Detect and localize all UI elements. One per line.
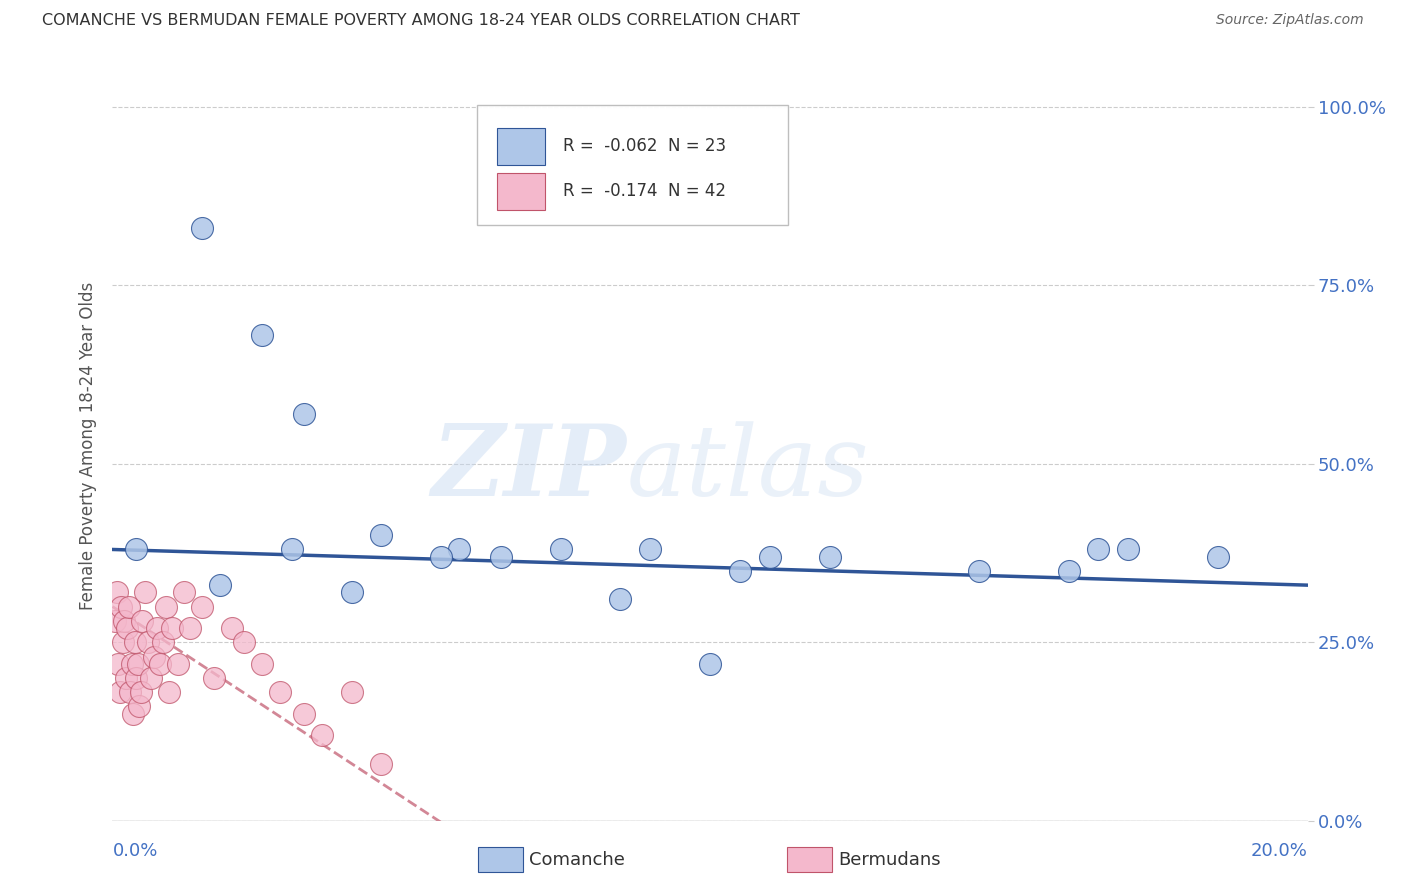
Point bbox=[124, 635, 146, 649]
Point bbox=[125, 542, 148, 557]
Point bbox=[179, 621, 201, 635]
Point bbox=[233, 635, 256, 649]
Text: Bermudans: Bermudans bbox=[838, 851, 941, 869]
Point bbox=[640, 542, 662, 557]
Text: Comanche: Comanche bbox=[529, 851, 624, 869]
Point bbox=[609, 592, 631, 607]
Text: atlas: atlas bbox=[627, 421, 869, 516]
Point bbox=[110, 599, 132, 614]
Point bbox=[311, 728, 333, 742]
FancyBboxPatch shape bbox=[477, 105, 787, 225]
Point bbox=[202, 671, 225, 685]
Point bbox=[127, 657, 149, 671]
Point bbox=[1057, 564, 1080, 578]
Text: COMANCHE VS BERMUDAN FEMALE POVERTY AMONG 18-24 YEAR OLDS CORRELATION CHART: COMANCHE VS BERMUDAN FEMALE POVERTY AMON… bbox=[42, 13, 800, 29]
Point bbox=[108, 685, 131, 699]
Point bbox=[107, 657, 129, 671]
Text: Source: ZipAtlas.com: Source: ZipAtlas.com bbox=[1216, 13, 1364, 28]
Point bbox=[104, 614, 127, 628]
Point bbox=[292, 407, 315, 421]
Point bbox=[250, 657, 273, 671]
Text: 0.0%: 0.0% bbox=[112, 842, 157, 860]
Point bbox=[370, 528, 392, 542]
Point bbox=[759, 549, 782, 564]
Point bbox=[173, 585, 195, 599]
Text: 20.0%: 20.0% bbox=[1251, 842, 1308, 860]
Point bbox=[149, 657, 172, 671]
Point bbox=[118, 599, 141, 614]
Point bbox=[122, 706, 145, 721]
Text: R =  -0.174  N = 42: R = -0.174 N = 42 bbox=[562, 182, 725, 200]
Point bbox=[1118, 542, 1140, 557]
Point bbox=[250, 328, 273, 343]
Point bbox=[125, 671, 148, 685]
Point bbox=[191, 221, 214, 235]
Y-axis label: Female Poverty Among 18-24 Year Olds: Female Poverty Among 18-24 Year Olds bbox=[79, 282, 97, 610]
Point bbox=[157, 685, 180, 699]
Point bbox=[489, 549, 512, 564]
Point bbox=[1087, 542, 1109, 557]
Point bbox=[728, 564, 751, 578]
Point bbox=[105, 585, 128, 599]
Point bbox=[121, 657, 143, 671]
FancyBboxPatch shape bbox=[498, 128, 546, 165]
Point bbox=[117, 621, 139, 635]
Point bbox=[699, 657, 721, 671]
Point bbox=[141, 671, 163, 685]
Point bbox=[967, 564, 990, 578]
Point bbox=[167, 657, 190, 671]
Point bbox=[550, 542, 572, 557]
Point bbox=[146, 621, 169, 635]
Text: ZIP: ZIP bbox=[432, 420, 627, 516]
Point bbox=[114, 671, 136, 685]
Point bbox=[191, 599, 214, 614]
Point bbox=[818, 549, 841, 564]
Point bbox=[449, 542, 471, 557]
Point bbox=[134, 585, 156, 599]
Point bbox=[120, 685, 142, 699]
Point bbox=[138, 635, 160, 649]
Point bbox=[114, 614, 135, 628]
Point bbox=[155, 599, 177, 614]
Point bbox=[292, 706, 315, 721]
Point bbox=[340, 685, 363, 699]
Point bbox=[221, 621, 243, 635]
Point bbox=[340, 585, 363, 599]
Point bbox=[1206, 549, 1229, 564]
Point bbox=[430, 549, 453, 564]
Point bbox=[281, 542, 304, 557]
Point bbox=[128, 699, 150, 714]
Point bbox=[370, 756, 392, 771]
Point bbox=[129, 685, 152, 699]
Point bbox=[112, 635, 135, 649]
Point bbox=[143, 649, 166, 664]
Point bbox=[269, 685, 291, 699]
Point bbox=[152, 635, 174, 649]
Text: R =  -0.062  N = 23: R = -0.062 N = 23 bbox=[562, 137, 725, 155]
FancyBboxPatch shape bbox=[498, 172, 546, 210]
Point bbox=[131, 614, 153, 628]
Point bbox=[209, 578, 232, 592]
Point bbox=[162, 621, 183, 635]
